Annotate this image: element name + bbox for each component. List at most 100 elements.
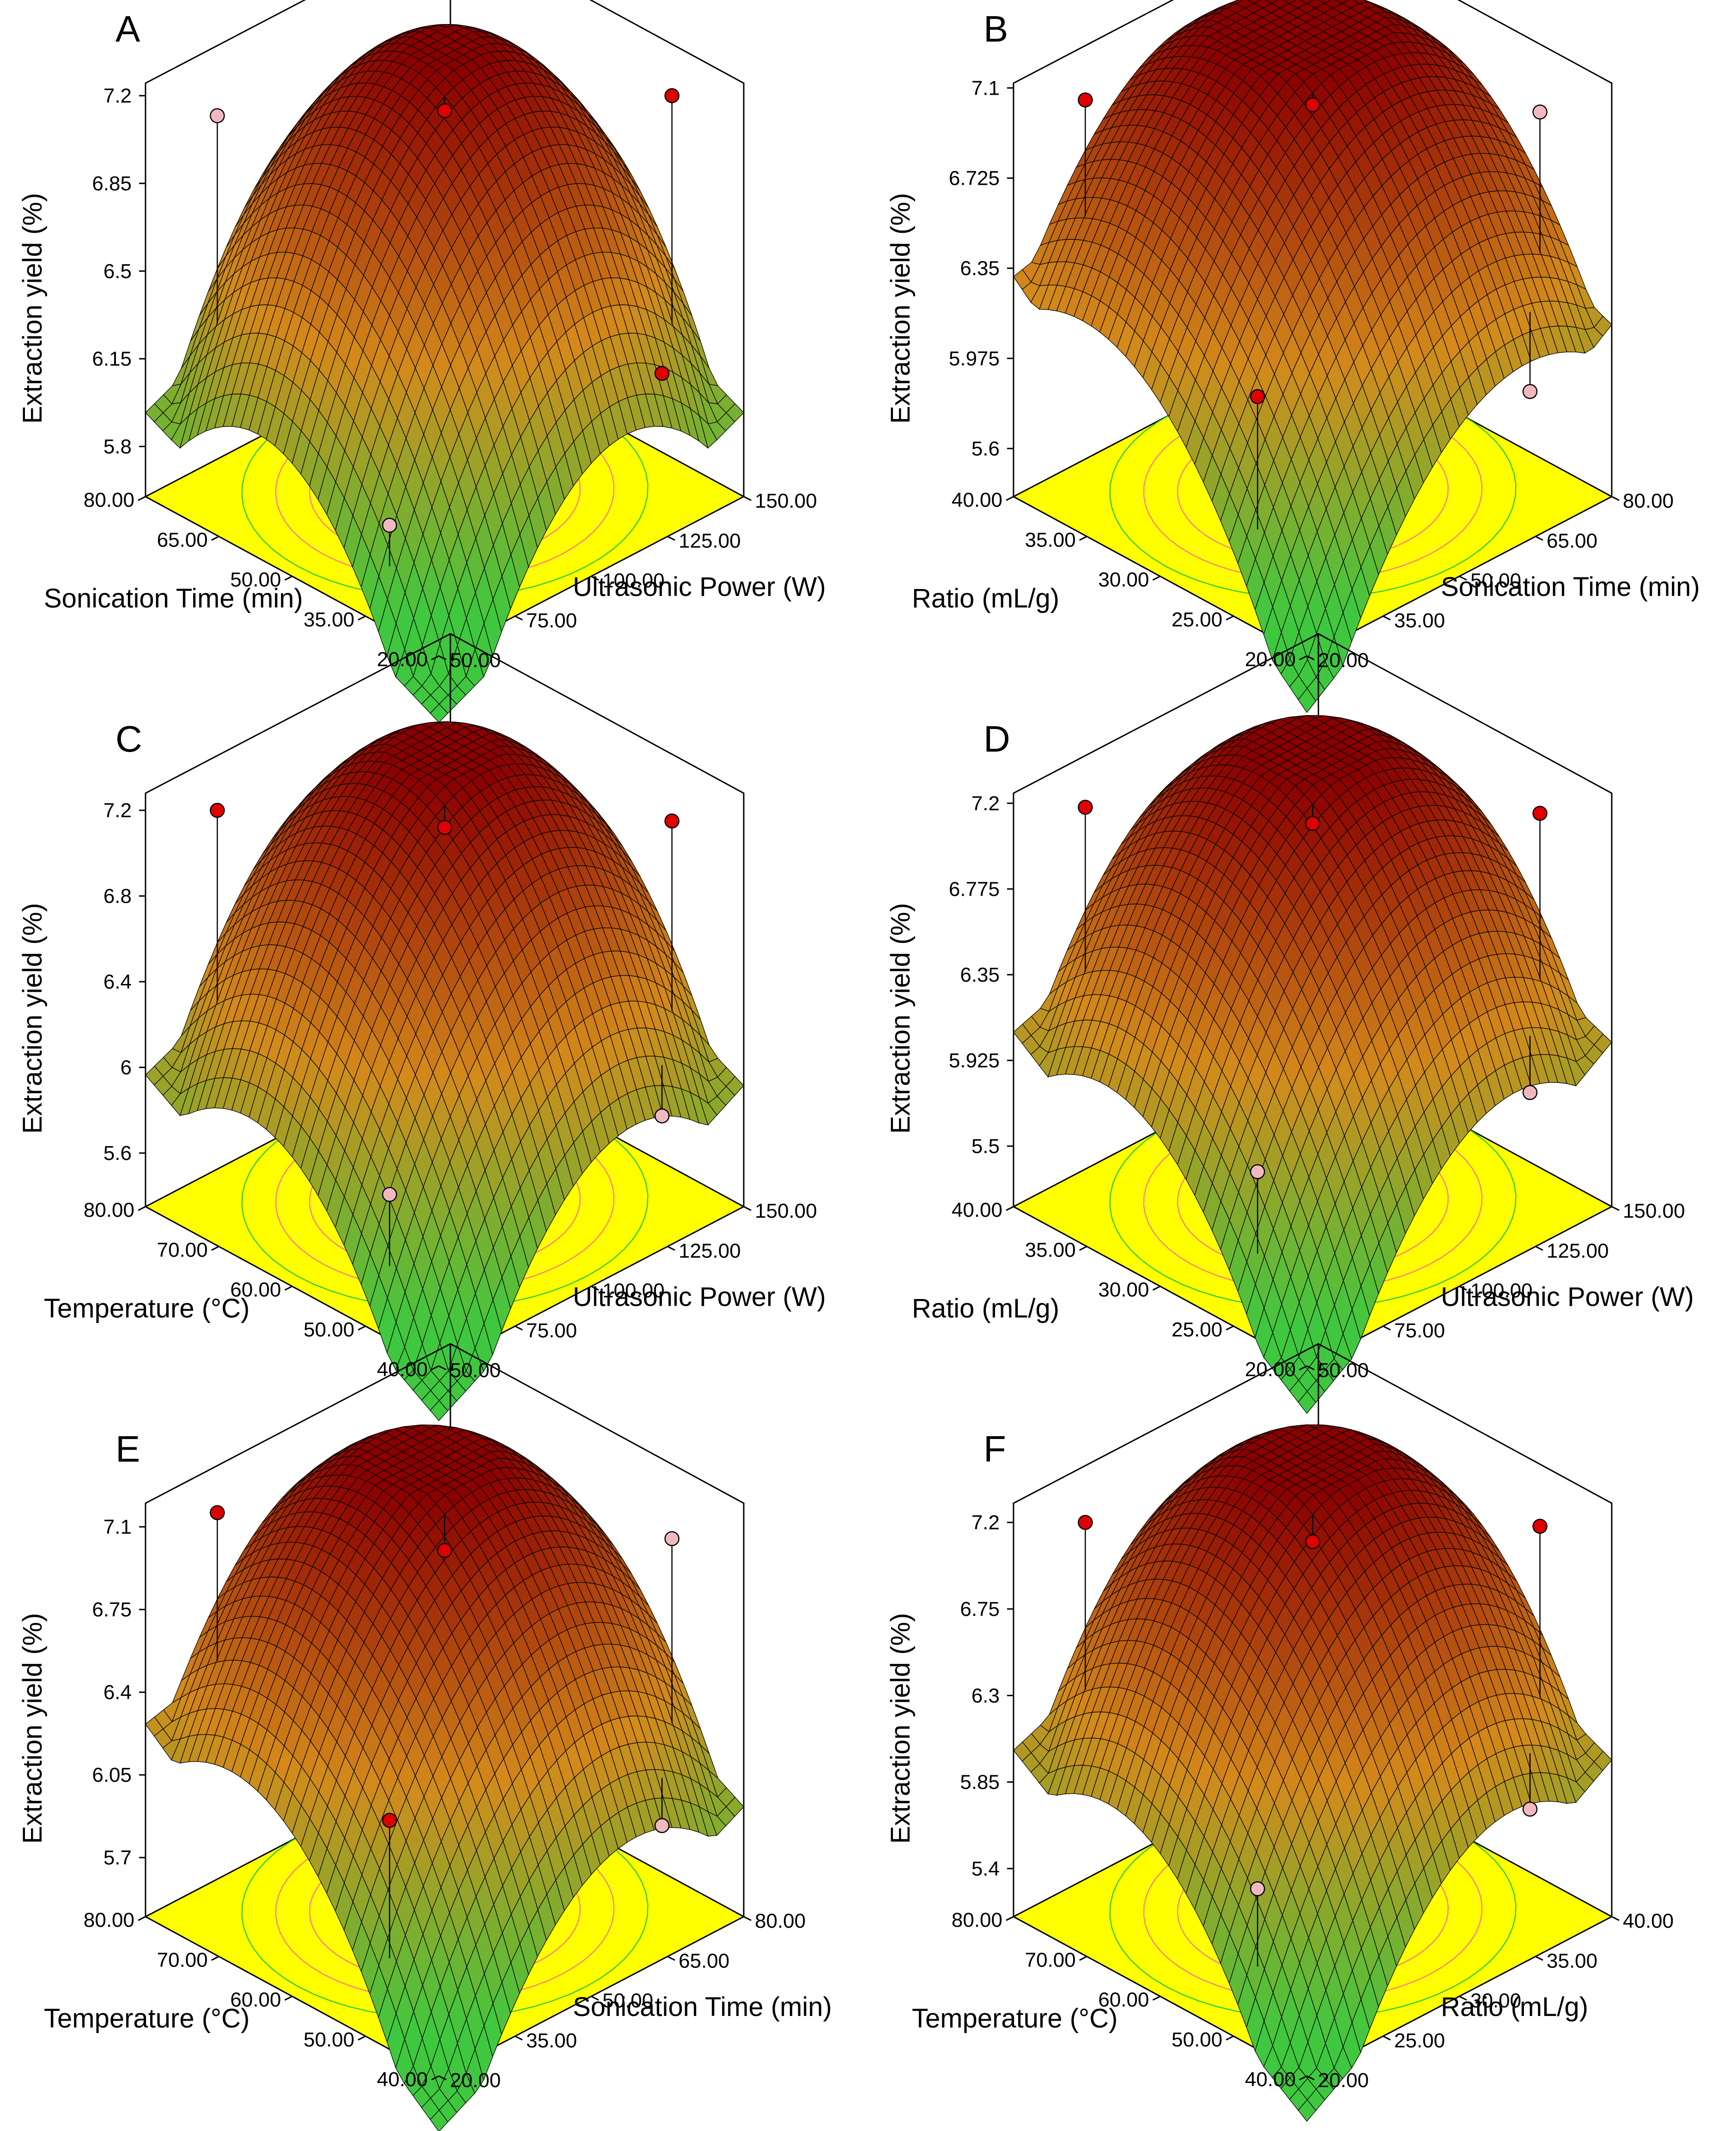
- x-tick: [1226, 615, 1234, 621]
- design-point: [1522, 1085, 1538, 1100]
- y-tick: [515, 615, 523, 621]
- x-tick-label: 35.00: [1025, 528, 1076, 551]
- x-tick: [211, 535, 219, 541]
- design-point: [664, 88, 680, 103]
- panel-letter: A: [115, 8, 140, 49]
- z-axis-label: Extraction yield (%): [886, 903, 916, 1134]
- y-tick-label: 75.00: [526, 1319, 577, 1342]
- y-tick-label: 35.00: [1394, 609, 1445, 632]
- x-tick: [284, 1286, 293, 1291]
- z-tick-label: 7.2: [971, 792, 1000, 815]
- x-tick: [284, 576, 293, 581]
- y-tick-label: 20.00: [1318, 649, 1369, 672]
- design-point: [1078, 800, 1093, 815]
- z-tick-label: 7.2: [103, 799, 132, 822]
- design-point: [437, 103, 452, 118]
- y-tick: [1611, 496, 1620, 501]
- panel-letter: B: [983, 8, 1008, 49]
- x-axis-label: Sonication Time (min): [44, 583, 303, 613]
- z-tick-label: 6.8: [103, 885, 132, 908]
- response-surface: [145, 721, 744, 1421]
- panel-letter: D: [983, 718, 1010, 759]
- x-tick: [358, 1325, 366, 1331]
- x-tick-label: 40.00: [952, 1199, 1002, 1221]
- y-tick: [1383, 1325, 1391, 1331]
- z-tick-label: 7.1: [971, 77, 1000, 99]
- y-tick: [1459, 576, 1467, 581]
- z-tick-label: 5.925: [949, 1049, 1000, 1072]
- y-axis-label: Ultrasonic Power (W): [573, 572, 826, 602]
- x-tick: [138, 496, 146, 501]
- z-axis-label: Extraction yield (%): [18, 903, 48, 1134]
- x-tick-label: 50.00: [230, 569, 281, 591]
- y-tick: [1535, 1245, 1543, 1251]
- y-tick-label: 125.00: [1547, 1239, 1609, 1262]
- z-tick-label: 6.725: [949, 167, 1000, 190]
- z-tick-label: 6.4: [103, 971, 132, 993]
- y-tick-label: 50.00: [450, 1359, 501, 1382]
- x-tick: [1006, 1206, 1014, 1211]
- x-axis-label: Ratio (mL/g): [912, 583, 1059, 613]
- z-tick-label: 5.6: [103, 1142, 132, 1165]
- response-surface: [145, 24, 744, 723]
- x-axis-label: Ratio (mL/g): [912, 1293, 1059, 1324]
- z-axis-label: Extraction yield (%): [886, 193, 916, 424]
- z-tick-label: 5.6: [971, 437, 1000, 460]
- z-tick-label: 6.5: [103, 260, 132, 283]
- design-point: [382, 517, 397, 533]
- y-tick: [1306, 655, 1315, 661]
- design-point: [1522, 384, 1538, 399]
- z-tick-label: 7.2: [103, 85, 132, 107]
- design-point: [382, 1187, 397, 1202]
- y-tick: [438, 655, 447, 661]
- x-tick: [138, 1206, 146, 1211]
- y-axis-label: Ultrasonic Power (W): [573, 1282, 826, 1312]
- design-point: [1250, 389, 1265, 404]
- design-point: [437, 820, 452, 835]
- x-tick-label: 80.00: [84, 1199, 134, 1221]
- x-tick-label: 40.00: [952, 489, 1002, 511]
- x-tick-label: 25.00: [1171, 1318, 1222, 1341]
- x-tick: [1152, 576, 1161, 581]
- x-tick: [1079, 1245, 1087, 1251]
- y-axis-label: Ultrasonic Power (W): [1441, 1282, 1694, 1312]
- x-tick-label: 80.00: [84, 489, 134, 511]
- z-tick-label: 6.15: [92, 348, 132, 370]
- design-point: [1250, 1164, 1265, 1179]
- y-axis-label: Sonication Time (min): [1441, 572, 1700, 602]
- y-tick: [743, 1206, 752, 1211]
- x-tick: [358, 615, 366, 621]
- x-tick-label: 65.00: [157, 528, 208, 551]
- design-point: [1532, 806, 1548, 821]
- x-tick: [431, 655, 439, 661]
- x-tick: [1152, 1286, 1161, 1291]
- y-tick-label: 75.00: [526, 609, 577, 632]
- z-tick-label: 5.975: [949, 347, 1000, 370]
- y-tick-label: 125.00: [679, 529, 741, 552]
- y-tick-label: 100.00: [602, 570, 665, 592]
- y-tick: [515, 1325, 523, 1331]
- x-tick: [1299, 655, 1307, 661]
- z-tick-label: 5.5: [971, 1135, 1000, 1158]
- surface-cell: [1298, 688, 1317, 713]
- y-tick-label: 150.00: [1623, 1200, 1685, 1222]
- x-tick-label: 25.00: [1171, 608, 1222, 631]
- x-tick-label: 35.00: [303, 608, 354, 631]
- z-tick-label: 6.35: [960, 964, 1000, 986]
- y-tick: [667, 535, 675, 541]
- x-tick-label: 50.00: [303, 1318, 354, 1341]
- z-tick-label: 6.85: [92, 172, 132, 195]
- z-tick-label: 6.775: [949, 878, 1000, 900]
- x-tick: [1226, 1325, 1234, 1331]
- design-point: [1078, 92, 1093, 108]
- y-tick-label: 50.00: [1470, 570, 1521, 592]
- y-tick-label: 150.00: [755, 1200, 817, 1222]
- y-tick: [667, 1245, 675, 1251]
- z-axis-label: Extraction yield (%): [18, 193, 48, 424]
- x-tick-label: 30.00: [1098, 1279, 1149, 1301]
- design-point: [654, 1108, 670, 1123]
